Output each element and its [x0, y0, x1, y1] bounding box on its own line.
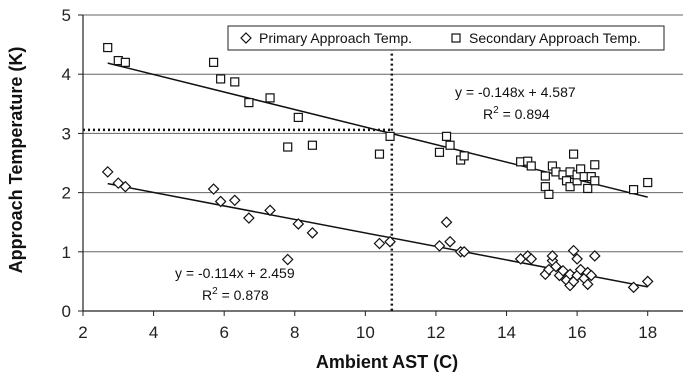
legend-marker-secondary: [451, 33, 461, 43]
secondary-point: [590, 176, 600, 186]
y-tick-label-5: 5: [62, 6, 71, 25]
primary-point: [546, 250, 559, 262]
secondary-point: [103, 42, 113, 53]
series-primary: [101, 166, 654, 294]
x-tick-label-6: 6: [219, 323, 228, 342]
primary-point: [567, 244, 580, 257]
reference-lines: [83, 38, 394, 311]
primary-point: [264, 204, 276, 217]
secondary-point: [590, 160, 600, 170]
secondary-point: [208, 57, 219, 67]
gridlines: [83, 14, 683, 253]
secondary-point: [230, 77, 240, 87]
secondary-point: [374, 149, 385, 159]
legend-label-secondary: Secondary Approach Temp.: [469, 30, 641, 46]
equation-primary: y = -0.114x + 2.459: [175, 265, 295, 281]
secondary-point: [628, 185, 639, 195]
primary-point: [525, 253, 538, 265]
secondary-point: [526, 161, 536, 171]
y-tick-label-0: 0: [62, 302, 71, 321]
legend-marker-primary: [240, 32, 252, 44]
secondary-point: [434, 147, 445, 157]
secondary-point: [293, 112, 303, 123]
primary-point: [627, 281, 640, 294]
secondary-point: [540, 182, 550, 192]
x-axis-title: Ambient AST (C): [316, 352, 458, 372]
primary-point: [119, 180, 132, 193]
x-tick-label-14: 14: [497, 323, 516, 342]
primary-point: [243, 212, 255, 224]
x-tick-label-2: 2: [78, 323, 87, 342]
x-tick-label-8: 8: [290, 323, 299, 342]
y-tick-label-4: 4: [62, 65, 71, 84]
primary-point: [292, 218, 305, 230]
secondary-point: [544, 189, 554, 199]
r-squared-primary: R2 = 0.878: [202, 286, 269, 303]
x-tick-label-18: 18: [638, 323, 657, 342]
primary-point: [433, 240, 446, 252]
legend-diamond-marker: [240, 32, 252, 44]
x-tick-label-10: 10: [356, 323, 375, 342]
secondary-point: [216, 74, 226, 84]
secondary-point: [244, 98, 254, 108]
primary-point: [641, 275, 654, 288]
legend-box: [227, 25, 665, 51]
primary-point: [207, 183, 220, 195]
primary-point: [571, 253, 583, 265]
secondary-point: [540, 171, 550, 181]
secondary-point: [445, 140, 455, 150]
primary-point: [101, 166, 114, 178]
trendline-annotation-secondary: y = -0.148x + 4.587 R2 = 0.894: [455, 84, 576, 122]
primary-point: [444, 235, 456, 248]
primary-point: [214, 195, 227, 208]
primary-point: [585, 269, 598, 282]
y-tick-label-2: 2: [62, 184, 71, 203]
primary-point: [306, 227, 319, 239]
x-tick-label-4: 4: [149, 323, 158, 342]
secondary-point: [568, 149, 579, 159]
x-tick-label-16: 16: [568, 323, 587, 342]
axes: [82, 15, 683, 312]
x-tick-label-12: 12: [426, 323, 445, 342]
primary-point: [281, 253, 294, 266]
trendline-annotation-primary: y = -0.114x + 2.459 R2 = 0.878: [175, 265, 295, 303]
data-points: [101, 42, 654, 294]
primary-point: [458, 245, 471, 258]
primary-point: [588, 250, 601, 262]
primary-point: [440, 216, 453, 229]
primary-point: [228, 194, 241, 207]
secondary-point: [385, 131, 395, 141]
secondary-point: [283, 142, 293, 152]
secondary-point: [583, 183, 593, 194]
series-secondary: [103, 42, 653, 199]
y-axis-title: Approach Temperature (K): [6, 47, 26, 274]
y-tick-label-1: 1: [62, 243, 71, 262]
secondary-point: [643, 177, 653, 188]
primary-point: [550, 260, 562, 273]
y-tick-label-3: 3: [62, 124, 71, 143]
primary-point: [373, 237, 386, 250]
equation-secondary: y = -0.148x + 4.587: [455, 84, 576, 100]
secondary-point: [120, 57, 130, 67]
primary-point: [581, 278, 594, 291]
secondary-point: [265, 93, 275, 103]
secondary-point: [307, 140, 318, 150]
secondary-point: [565, 182, 575, 192]
legend-label-primary: Primary Approach Temp.: [259, 30, 412, 46]
secondary-point: [441, 131, 452, 141]
secondary-point: [459, 151, 469, 161]
legend: Primary Approach Temp. Secondary Approac…: [227, 25, 665, 51]
primary-point: [384, 235, 396, 248]
legend-square-marker: [451, 33, 461, 43]
secondary-point: [576, 164, 586, 174]
r-squared-secondary: R2 = 0.894: [483, 105, 550, 122]
